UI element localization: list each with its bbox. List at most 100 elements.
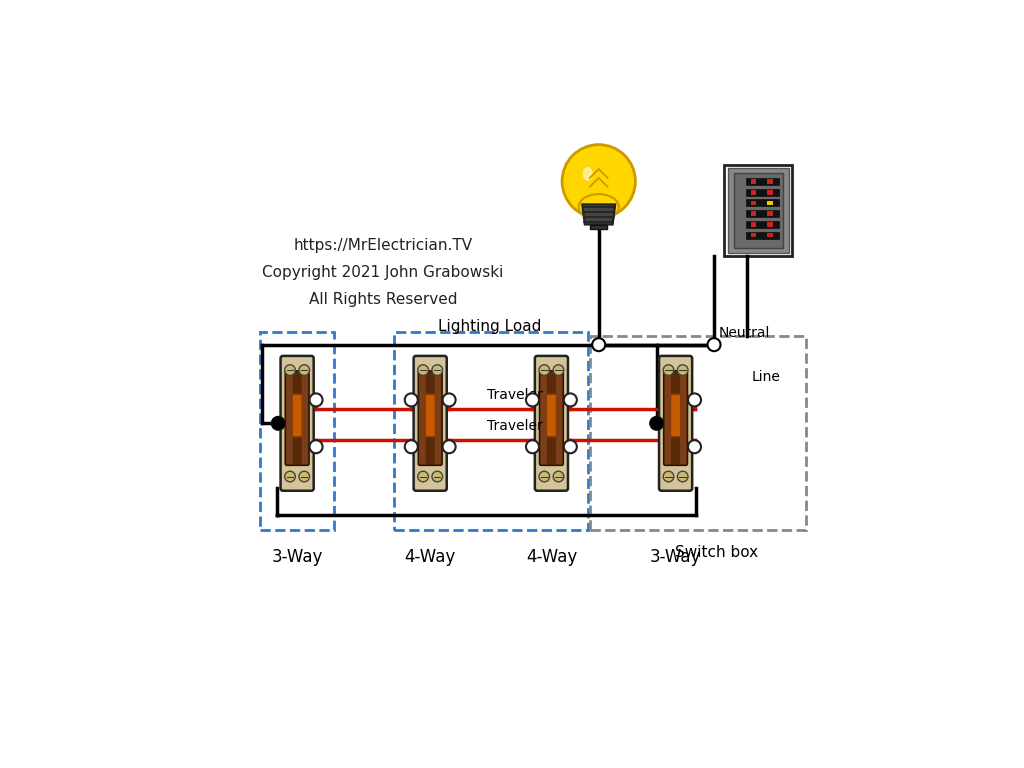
Circle shape: [442, 440, 456, 453]
FancyBboxPatch shape: [556, 372, 562, 464]
Text: Traveler: Traveler: [486, 388, 543, 402]
Circle shape: [562, 144, 635, 218]
Bar: [745, 210, 763, 217]
Bar: [751, 233, 757, 237]
FancyBboxPatch shape: [541, 372, 547, 464]
Circle shape: [564, 393, 577, 406]
Circle shape: [442, 393, 456, 406]
Circle shape: [404, 440, 418, 453]
Bar: [591, 336, 806, 530]
Circle shape: [299, 365, 309, 376]
FancyBboxPatch shape: [302, 372, 308, 464]
Circle shape: [664, 365, 674, 376]
Circle shape: [553, 472, 564, 482]
Circle shape: [677, 472, 688, 482]
Bar: [762, 210, 779, 217]
FancyBboxPatch shape: [418, 371, 442, 465]
Circle shape: [664, 472, 674, 482]
FancyBboxPatch shape: [659, 356, 692, 491]
Polygon shape: [583, 204, 615, 224]
FancyBboxPatch shape: [281, 356, 313, 491]
FancyBboxPatch shape: [435, 372, 441, 464]
Circle shape: [432, 472, 442, 482]
Bar: [751, 200, 757, 205]
Circle shape: [708, 338, 721, 351]
Circle shape: [432, 365, 442, 376]
Text: Neutral: Neutral: [719, 326, 770, 340]
Bar: [745, 189, 763, 196]
Circle shape: [418, 365, 428, 376]
Circle shape: [688, 393, 701, 406]
Circle shape: [309, 440, 323, 453]
Bar: [762, 178, 779, 185]
Circle shape: [285, 472, 295, 482]
Bar: [745, 178, 763, 185]
Ellipse shape: [583, 167, 593, 181]
Circle shape: [592, 338, 605, 351]
Bar: [767, 190, 773, 194]
Text: https://MrElectrician.TV: https://MrElectrician.TV: [293, 238, 472, 253]
FancyBboxPatch shape: [287, 372, 293, 464]
FancyBboxPatch shape: [285, 371, 309, 465]
Circle shape: [539, 472, 550, 482]
Text: Lighting Load: Lighting Load: [437, 319, 541, 334]
Circle shape: [418, 472, 428, 482]
Circle shape: [272, 418, 284, 429]
FancyBboxPatch shape: [540, 371, 563, 465]
Bar: [767, 233, 773, 237]
FancyBboxPatch shape: [414, 356, 446, 491]
Bar: [751, 222, 757, 227]
Bar: [724, 164, 793, 257]
Circle shape: [650, 417, 664, 430]
FancyBboxPatch shape: [664, 371, 687, 465]
Text: 3-Way: 3-Way: [650, 548, 701, 565]
Bar: [745, 200, 763, 207]
Bar: [745, 221, 763, 228]
FancyBboxPatch shape: [671, 394, 681, 437]
Circle shape: [526, 393, 539, 406]
FancyBboxPatch shape: [292, 394, 302, 437]
Circle shape: [564, 440, 577, 453]
FancyBboxPatch shape: [425, 394, 435, 437]
Bar: [762, 232, 779, 239]
Bar: [728, 168, 788, 253]
Text: Traveler: Traveler: [486, 419, 543, 433]
Circle shape: [539, 365, 550, 376]
Circle shape: [553, 365, 564, 376]
Bar: [393, 332, 588, 530]
Bar: [751, 211, 757, 216]
FancyBboxPatch shape: [535, 356, 568, 491]
Bar: [767, 211, 773, 216]
Circle shape: [688, 440, 701, 453]
Circle shape: [299, 472, 309, 482]
Text: Switch box: Switch box: [676, 545, 759, 560]
Bar: [762, 200, 779, 207]
Text: 4-Way: 4-Way: [525, 548, 578, 565]
Bar: [762, 189, 779, 196]
FancyBboxPatch shape: [420, 372, 426, 464]
Circle shape: [285, 365, 295, 376]
Bar: [751, 179, 757, 184]
Circle shape: [309, 393, 323, 406]
Text: 3-Way: 3-Way: [271, 548, 323, 565]
Bar: [767, 222, 773, 227]
Bar: [745, 232, 763, 239]
Bar: [762, 221, 779, 228]
Bar: [767, 179, 773, 184]
Text: 4-Way: 4-Way: [404, 548, 456, 565]
Circle shape: [677, 365, 688, 376]
Bar: [734, 173, 783, 248]
Bar: [260, 332, 334, 530]
Text: All Rights Reserved: All Rights Reserved: [308, 292, 457, 306]
Bar: [751, 190, 757, 194]
FancyBboxPatch shape: [680, 372, 686, 464]
Circle shape: [404, 393, 418, 406]
Circle shape: [651, 418, 663, 429]
FancyBboxPatch shape: [547, 394, 556, 437]
Bar: [591, 224, 607, 229]
Text: Copyright 2021 John Grabowski: Copyright 2021 John Grabowski: [262, 265, 504, 280]
Circle shape: [526, 440, 539, 453]
FancyBboxPatch shape: [665, 372, 671, 464]
Circle shape: [271, 417, 285, 430]
Bar: [767, 200, 773, 205]
